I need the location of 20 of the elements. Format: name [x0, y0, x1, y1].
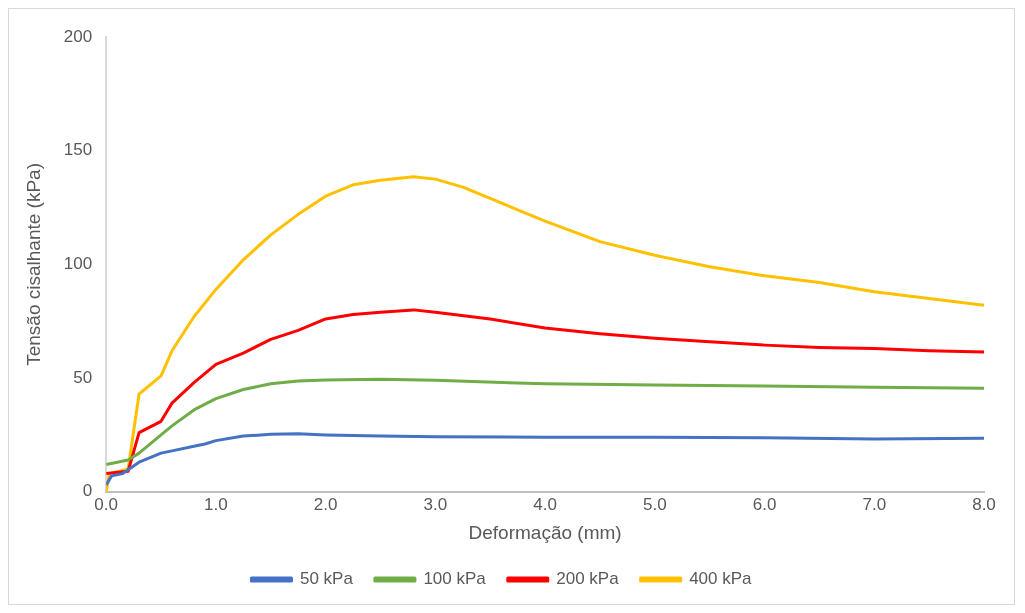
y-tick-label: 100 [63, 254, 93, 274]
y-tick-label: 50 [73, 367, 93, 387]
x-tick-label: 5.0 [642, 494, 667, 514]
x-tick-label: 6.0 [752, 494, 777, 514]
x-axis-title: Deformação (mm) [468, 521, 622, 543]
y-tick-label: 150 [63, 140, 93, 160]
y-tick-label: 200 [63, 26, 93, 46]
legend-label: 400 kPa [689, 569, 753, 589]
x-tick-label: 0.0 [94, 494, 118, 514]
y-tick-label: 0 [82, 481, 93, 501]
y-axis-title: Tensão cisalhante (kPa) [22, 163, 44, 366]
legend-label: 50 kPa [299, 569, 354, 589]
x-tick-label: 7.0 [862, 494, 887, 514]
x-tick-label: 1.0 [204, 494, 228, 514]
legend-label: 100 kPa [423, 569, 487, 589]
x-tick-label: 2.0 [313, 494, 338, 514]
x-tick-label: 3.0 [423, 494, 448, 514]
x-tick-label: 4.0 [533, 494, 557, 514]
legend-label: 200 kPa [556, 569, 620, 589]
x-tick-label: 8.0 [972, 494, 996, 514]
